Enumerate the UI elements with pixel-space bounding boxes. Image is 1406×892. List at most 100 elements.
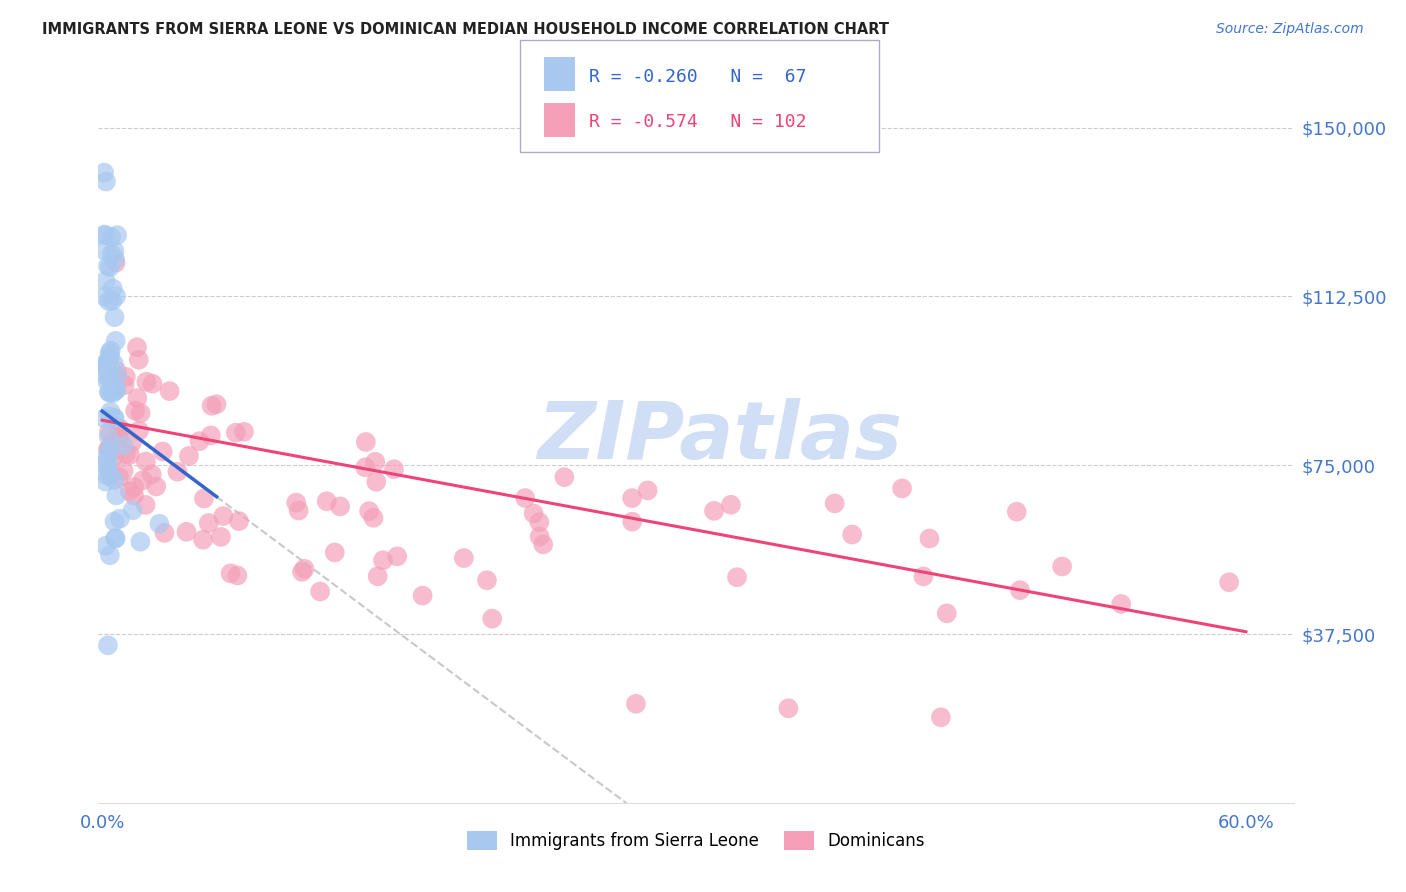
Point: [129, 534, 152, 549]
Point: [531, 537, 554, 551]
Point: [354, 434, 377, 449]
Point: [141, 376, 163, 391]
Point: [145, 479, 167, 493]
Point: [104, 532, 127, 546]
Point: [127, 391, 149, 405]
Point: [918, 532, 941, 546]
Point: [98, 467, 121, 481]
Point: [128, 352, 150, 367]
Point: [188, 434, 211, 449]
Point: [778, 701, 800, 715]
Point: [1008, 583, 1031, 598]
Point: [104, 384, 127, 398]
Point: [112, 464, 135, 478]
Point: [129, 406, 152, 420]
Point: [118, 484, 141, 499]
Point: [364, 455, 387, 469]
Point: [93, 228, 115, 243]
Point: [354, 460, 377, 475]
Point: [1050, 559, 1073, 574]
Point: [122, 489, 145, 503]
Point: [225, 425, 247, 440]
Point: [233, 425, 256, 439]
Point: [108, 470, 131, 484]
Point: [98, 548, 121, 562]
Point: [135, 375, 157, 389]
Point: [412, 589, 434, 603]
Point: [152, 444, 174, 458]
Point: [824, 496, 846, 510]
Point: [96, 375, 118, 389]
Text: IMMIGRANTS FROM SIERRA LEONE VS DOMINICAN MEDIAN HOUSEHOLD INCOME CORRELATION CH: IMMIGRANTS FROM SIERRA LEONE VS DOMINICA…: [42, 22, 889, 37]
Text: ZIPatlas: ZIPatlas: [537, 398, 903, 476]
Point: [103, 411, 125, 425]
Point: [553, 470, 575, 484]
Point: [105, 488, 128, 502]
Point: [291, 565, 314, 579]
Point: [387, 549, 409, 564]
Point: [114, 378, 136, 392]
Point: [103, 473, 125, 487]
Point: [103, 244, 125, 259]
Point: [104, 255, 127, 269]
Point: [97, 442, 120, 457]
Point: [193, 491, 215, 506]
Point: [101, 386, 124, 401]
Point: [100, 405, 122, 419]
Point: [159, 384, 181, 398]
Point: [191, 533, 214, 547]
Point: [720, 498, 742, 512]
Point: [97, 638, 120, 652]
Point: [105, 364, 128, 378]
Point: [98, 409, 121, 424]
Point: [912, 569, 935, 583]
Point: [103, 310, 125, 325]
Point: [523, 507, 546, 521]
Point: [105, 368, 128, 383]
Point: [515, 491, 537, 505]
Point: [212, 508, 235, 523]
Text: Source: ZipAtlas.com: Source: ZipAtlas.com: [1216, 22, 1364, 37]
Point: [197, 516, 219, 530]
Point: [94, 175, 117, 189]
Point: [141, 467, 163, 482]
Point: [100, 372, 122, 386]
Point: [366, 475, 388, 489]
Point: [94, 357, 117, 371]
Point: [101, 434, 124, 448]
Point: [97, 384, 120, 399]
Point: [98, 469, 121, 483]
Point: [97, 453, 120, 467]
Point: [115, 447, 138, 461]
Point: [315, 494, 337, 508]
Point: [93, 166, 115, 180]
Point: [98, 349, 121, 363]
Point: [97, 430, 120, 444]
Point: [891, 482, 914, 496]
Point: [110, 422, 132, 436]
Point: [97, 442, 120, 456]
Point: [529, 530, 551, 544]
Point: [200, 399, 222, 413]
Point: [118, 448, 141, 462]
Point: [97, 259, 120, 273]
Point: [219, 566, 242, 581]
Point: [176, 524, 198, 539]
Point: [94, 274, 117, 288]
Point: [98, 385, 121, 400]
Point: [97, 294, 120, 309]
Point: [101, 293, 124, 308]
Point: [104, 252, 127, 266]
Point: [104, 532, 127, 546]
Point: [121, 435, 143, 450]
Text: R = -0.260   N =  67: R = -0.260 N = 67: [589, 69, 807, 87]
Point: [621, 515, 644, 529]
Point: [100, 343, 122, 358]
Point: [98, 370, 121, 384]
Point: [529, 515, 551, 529]
Point: [209, 530, 232, 544]
Point: [103, 515, 125, 529]
Point: [621, 491, 644, 505]
Point: [132, 473, 155, 487]
Point: [100, 383, 122, 397]
